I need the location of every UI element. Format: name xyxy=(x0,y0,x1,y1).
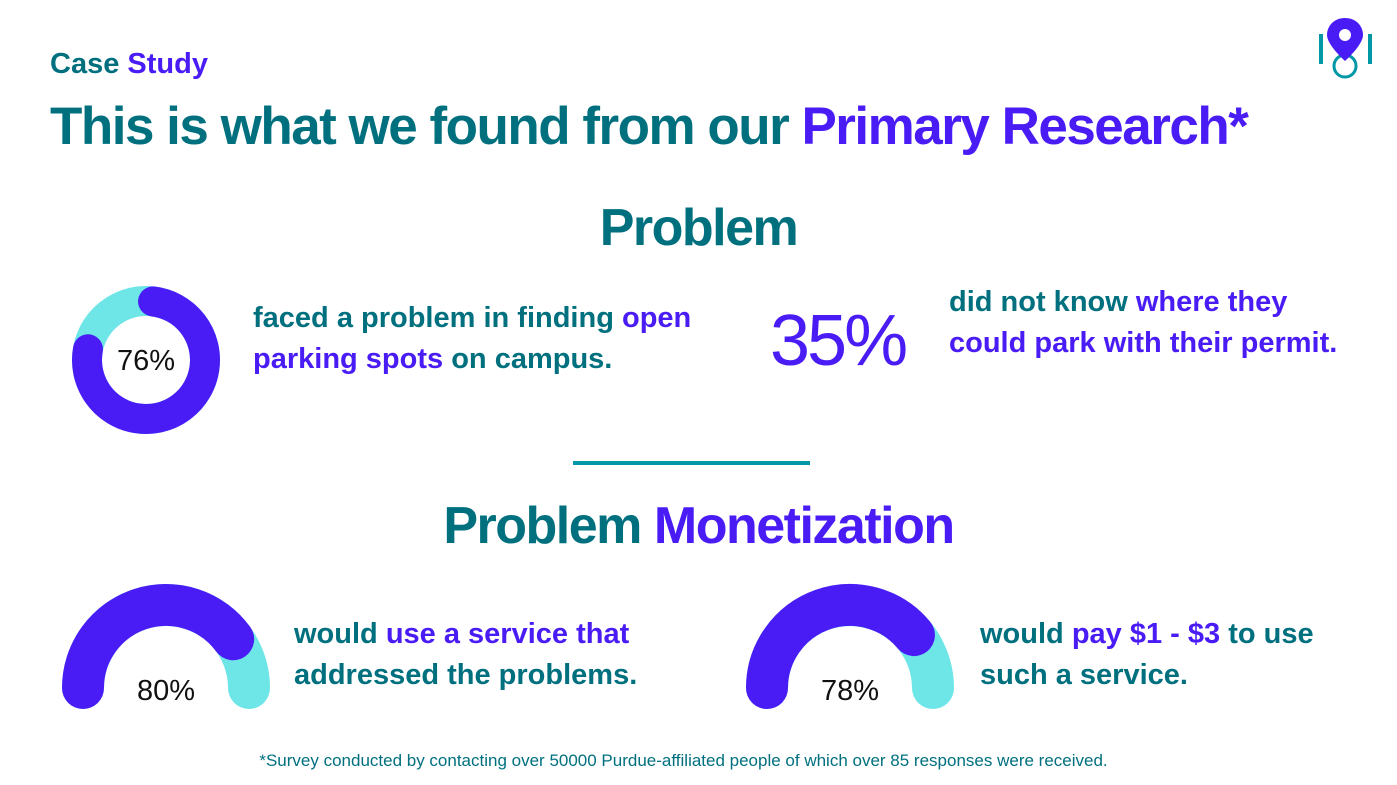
footnote: *Survey conducted by contacting over 500… xyxy=(259,751,1108,770)
gauge-value-arc xyxy=(62,584,255,709)
donut-label: 76% xyxy=(117,345,175,377)
eyebrow-study: Study xyxy=(127,48,208,80)
stat-text-part: pay $1 - $3 xyxy=(1071,618,1229,650)
stat-text-1: faced a problem in finding open parking … xyxy=(253,298,713,380)
stat-text-part: where they could park with their permit. xyxy=(949,286,1338,359)
donut-value-arc xyxy=(72,286,220,434)
stat-text-2: did not know where they could park with … xyxy=(949,282,1369,364)
page-title: This is what we found from our Primary R… xyxy=(50,96,1249,157)
stat-text-part: addressed the problems. xyxy=(294,659,638,691)
stat-text-part: did not know xyxy=(949,286,1136,318)
stat-text-part: open parking spots xyxy=(253,302,692,375)
heading-part: Problem xyxy=(443,497,642,555)
gauge-label: 80% xyxy=(137,675,195,707)
map-pin-icon xyxy=(1319,18,1372,79)
stat-text-part: use a service that xyxy=(385,618,630,650)
title-highlight: Primary Research* xyxy=(801,97,1248,156)
heading-highlight: Monetization xyxy=(653,497,955,555)
section-heading-problem: Problem xyxy=(599,199,799,257)
eyebrow-case: Case xyxy=(50,48,120,80)
stat-text-part: would xyxy=(294,618,386,650)
title-part: This is what we found from our xyxy=(50,97,802,156)
gauge-value-arc xyxy=(746,584,935,709)
gauge-label: 78% xyxy=(821,675,879,707)
stat-text-part: to use such a service. xyxy=(980,618,1314,691)
stat-text-part: on campus. xyxy=(451,343,613,375)
stat-text-3: would use a service that addressed the p… xyxy=(294,614,714,696)
stat-text-part: would xyxy=(980,618,1072,650)
divider xyxy=(573,461,810,465)
stat-text-part: faced a problem in finding xyxy=(253,302,622,334)
eyebrow: Case Study xyxy=(50,48,208,81)
stat-big-number: 35% xyxy=(770,301,908,381)
stat-text-4: would pay $1 - $3 to use such a service. xyxy=(980,614,1380,696)
section-heading-monetization: Problem Monetization xyxy=(0,496,1397,556)
